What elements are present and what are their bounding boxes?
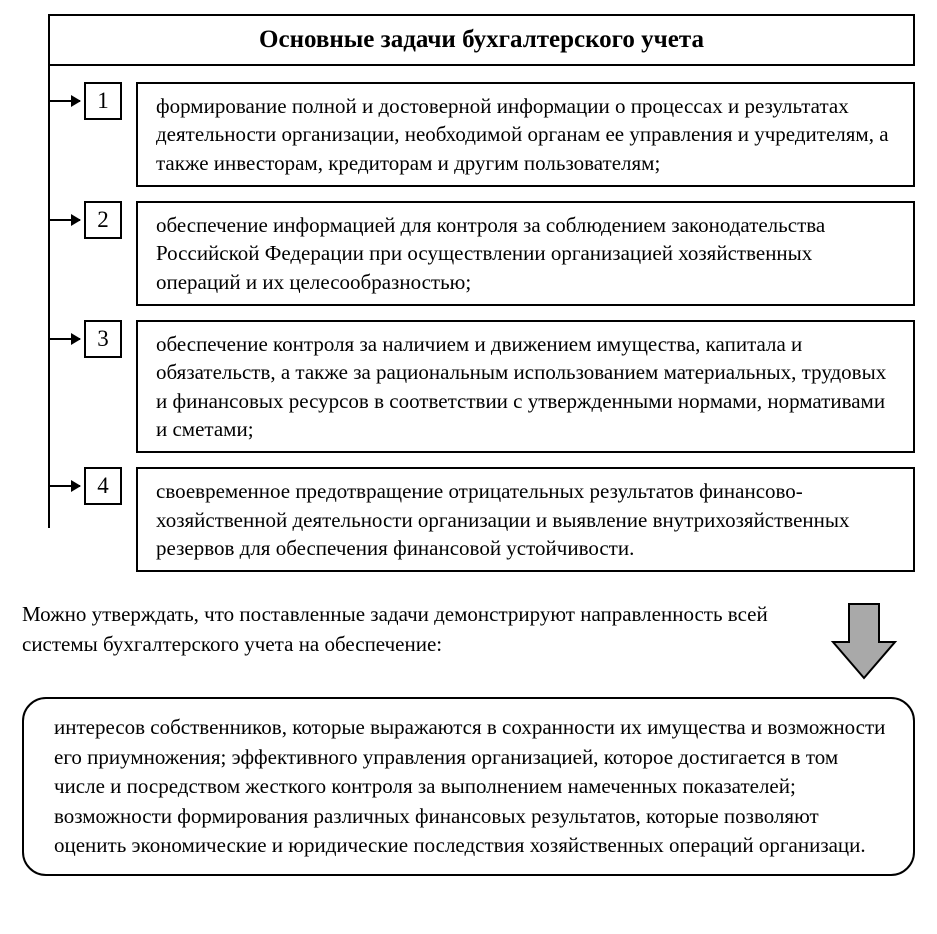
task-row: 1 формирование полной и достоверной инфо… xyxy=(48,82,915,187)
branch-arrow xyxy=(48,100,80,102)
task-number: 1 xyxy=(84,82,122,120)
task-text: обеспечение информацией для контроля за … xyxy=(136,201,915,306)
branch-arrow xyxy=(48,485,80,487)
lead-row: Можно утверждать, что поставленные задач… xyxy=(22,600,915,687)
task-number: 3 xyxy=(84,320,122,358)
task-row: 2 обеспечение информацией для контроля з… xyxy=(48,201,915,306)
task-text: обеспечение контроля за наличием и движе… xyxy=(136,320,915,453)
task-text: своевременное предотвращение отрицательн… xyxy=(136,467,915,572)
branch-arrow xyxy=(48,219,80,221)
conclusion-box: интересов собственников, которые выражаю… xyxy=(22,697,915,876)
task-tree: 1 формирование полной и достоверной инфо… xyxy=(48,82,915,572)
task-row: 3 обеспечение контроля за наличием и дви… xyxy=(48,320,915,453)
lead-text: Можно утверждать, что поставленные задач… xyxy=(22,600,792,659)
branch-arrow xyxy=(48,338,80,340)
task-number: 2 xyxy=(84,201,122,239)
title: Основные задачи бухгалтерского учета xyxy=(48,14,915,66)
task-number: 4 xyxy=(84,467,122,505)
task-row: 4 своевременное предотвращение отрицател… xyxy=(48,467,915,572)
down-arrow xyxy=(829,600,915,687)
down-arrow-icon xyxy=(833,604,895,678)
task-text: формирование полной и достоверной информ… xyxy=(136,82,915,187)
